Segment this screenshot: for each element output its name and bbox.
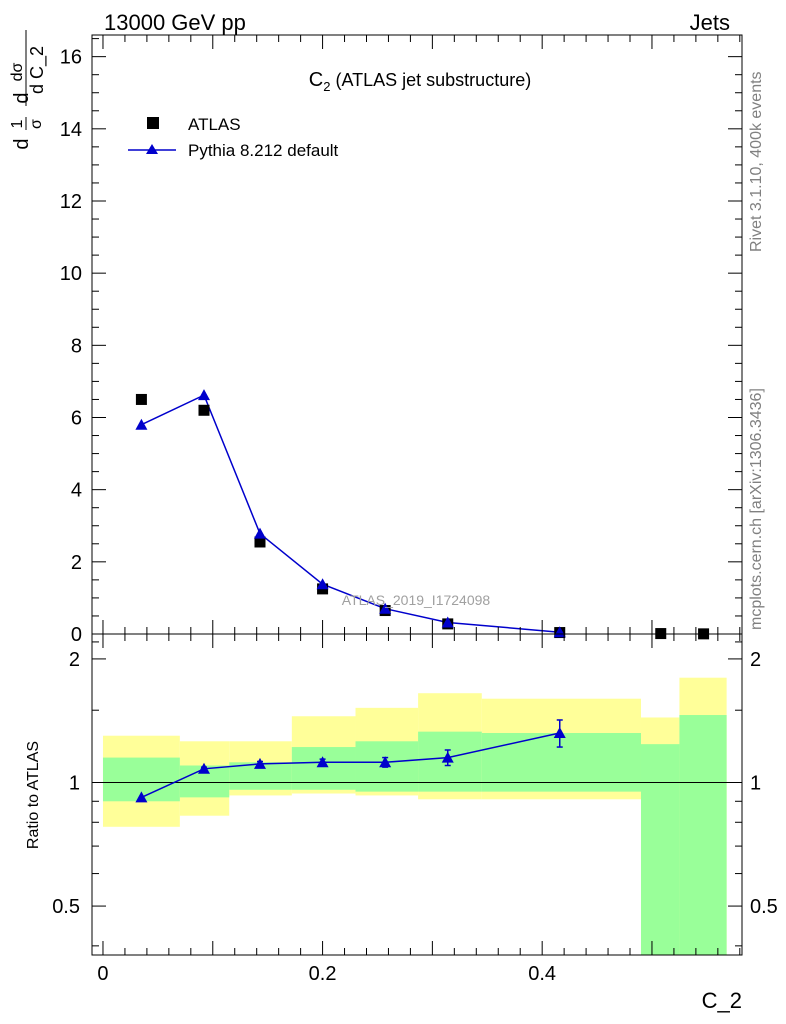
header-left-label: 13000 GeV pp bbox=[104, 10, 246, 35]
y-label-numerator-dsigma: dσ bbox=[9, 62, 26, 81]
ratio-panel: 0.5 0.5 1 1 2 2 0 0.2 0.4 bbox=[52, 633, 778, 985]
pythia-point bbox=[316, 578, 329, 590]
legend-pythia-label: Pythia 8.212 default bbox=[188, 141, 339, 160]
ratio-pythia-point bbox=[197, 762, 210, 774]
uncertainty-band-green bbox=[291, 747, 356, 790]
legend-pythia-marker bbox=[146, 144, 158, 154]
uncertainty-band-green bbox=[640, 744, 680, 955]
main-panel: 0 2 4 6 8 10 12 14 16 bbox=[60, 34, 743, 646]
legend-atlas-marker bbox=[147, 117, 159, 129]
ratio-frame bbox=[91, 633, 743, 956]
y-tick-label: 0 bbox=[71, 624, 82, 646]
legend-atlas-label: ATLAS bbox=[188, 115, 241, 134]
pythia-point bbox=[441, 616, 454, 628]
ratio-pythia-point bbox=[316, 756, 329, 768]
x-tick-label: 0 bbox=[97, 963, 108, 985]
pythia-point bbox=[253, 527, 266, 539]
uncertainty-band-green bbox=[481, 732, 641, 792]
y-label-denominator-dc2: d C_2 bbox=[27, 46, 48, 94]
atlas-point bbox=[135, 393, 147, 405]
ratio-y-tick-label: 0.5 bbox=[52, 896, 80, 918]
x-tick-label: 0.4 bbox=[528, 963, 556, 985]
ratio-pythia-point bbox=[379, 756, 392, 768]
atlas-point bbox=[254, 536, 266, 548]
ratio-y-tick-label-right: 0.5 bbox=[750, 896, 778, 918]
legend: ATLAS Pythia 8.212 default bbox=[128, 115, 339, 160]
y-tick-label: 16 bbox=[60, 47, 82, 69]
atlas-point bbox=[198, 404, 210, 416]
y-tick-label: 8 bbox=[71, 335, 82, 357]
ratio-pythia-point bbox=[441, 751, 454, 763]
ratio-y-axis-label: Ratio to ATLAS bbox=[25, 741, 42, 849]
x-tick-label: 0.2 bbox=[309, 963, 337, 985]
y-label-numerator-one: 1 bbox=[9, 119, 26, 128]
pythia-point bbox=[197, 389, 210, 401]
y-label-d1: d bbox=[11, 138, 33, 149]
plot-title: C2 (ATLAS jet substructure) bbox=[309, 69, 531, 94]
y-tick-label: 4 bbox=[71, 480, 82, 502]
y-tick-label: 10 bbox=[60, 263, 82, 285]
y-tick-label: 14 bbox=[60, 119, 82, 141]
header-right-label: Jets bbox=[690, 10, 730, 35]
ratio-pythia-point bbox=[135, 791, 148, 803]
plot-title-rest: (ATLAS jet substructure) bbox=[330, 70, 531, 90]
x-axis-label: C_2 bbox=[702, 988, 742, 1013]
ratio-y-tick-label: 2 bbox=[69, 649, 80, 671]
analysis-watermark: ATLAS_2019_I1724098 bbox=[342, 592, 491, 608]
y-label-denominator-sigma: σ bbox=[28, 119, 45, 129]
pythia-point bbox=[379, 602, 392, 614]
ratio-pythia-point bbox=[253, 757, 266, 769]
y-tick-label: 2 bbox=[71, 552, 82, 574]
plot-title-main: C bbox=[309, 69, 323, 91]
y-tick-label: 6 bbox=[71, 407, 82, 429]
ratio-pythia-point bbox=[553, 726, 566, 738]
pythia-point bbox=[135, 418, 148, 430]
y-label-d2: d bbox=[11, 92, 33, 103]
plot-title-sub: 2 bbox=[323, 79, 330, 94]
ratio-y-tick-label-right: 1 bbox=[750, 772, 761, 794]
y-tick-label: 12 bbox=[60, 191, 82, 213]
rivet-version-label: Rivet 3.1.10, 400k events bbox=[748, 71, 765, 252]
ratio-y-tick-label: 1 bbox=[69, 772, 80, 794]
mcplots-label: mcplots.cern.ch [arXiv:1306.3436] bbox=[748, 388, 765, 630]
ratio-y-tick-label-right: 2 bbox=[750, 649, 761, 671]
uncertainty-band-green bbox=[679, 715, 727, 955]
